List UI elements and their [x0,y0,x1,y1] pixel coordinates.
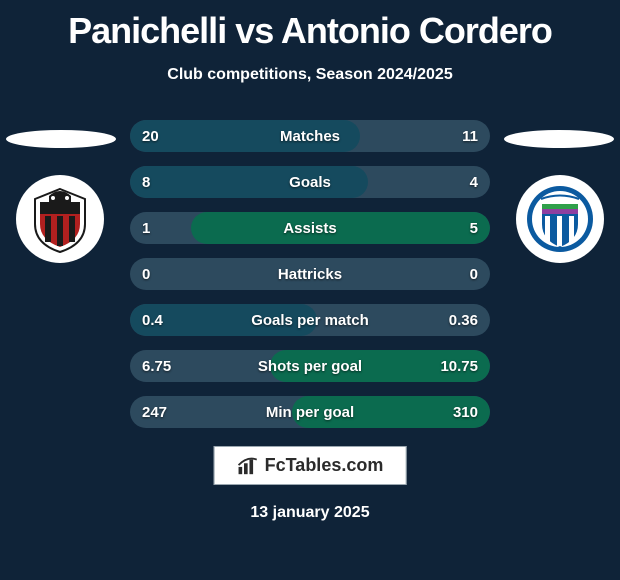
brand-box: FcTables.com [214,446,407,485]
team-badge-right [516,175,604,263]
logo-shelf-left [6,130,116,148]
stat-value-right: 5 [458,212,490,244]
stat-value-right: 310 [441,396,490,428]
stat-row: 20Matches11 [130,120,490,152]
malaga-crest-icon [525,184,595,254]
stat-row: 1Assists5 [130,212,490,244]
stat-value-right: 4 [458,166,490,198]
page-date: 13 january 2025 [0,504,620,522]
stat-row: 8Goals4 [130,166,490,198]
stat-row: 0.4Goals per match0.36 [130,304,490,336]
team-badge-left [16,175,104,263]
fctables-logo-icon [237,456,259,476]
stat-label: Goals [130,166,490,198]
stat-value-right: 0.36 [437,304,490,336]
stat-row: 6.75Shots per goal10.75 [130,350,490,382]
stat-row: 0Hattricks0 [130,258,490,290]
page-subtitle: Club competitions, Season 2024/2025 [0,66,620,84]
stat-value-right: 0 [458,258,490,290]
mirandes-crest-icon [25,184,95,254]
stat-value-right: 10.75 [428,350,490,382]
logo-shelf-right [504,130,614,148]
page-title: Panichelli vs Antonio Cordero [0,0,620,52]
stat-label: Assists [130,212,490,244]
stats-container: 20Matches11 8Goals4 1Assists5 0Hattricks0 0.… [130,120,490,442]
stat-label: Min per goal [130,396,490,428]
stat-label: Hattricks [130,258,490,290]
stat-label: Matches [130,120,490,152]
stat-row: 247Min per goal310 [130,396,490,428]
stat-value-right: 11 [450,120,490,152]
brand-text: FcTables.com [265,455,384,476]
